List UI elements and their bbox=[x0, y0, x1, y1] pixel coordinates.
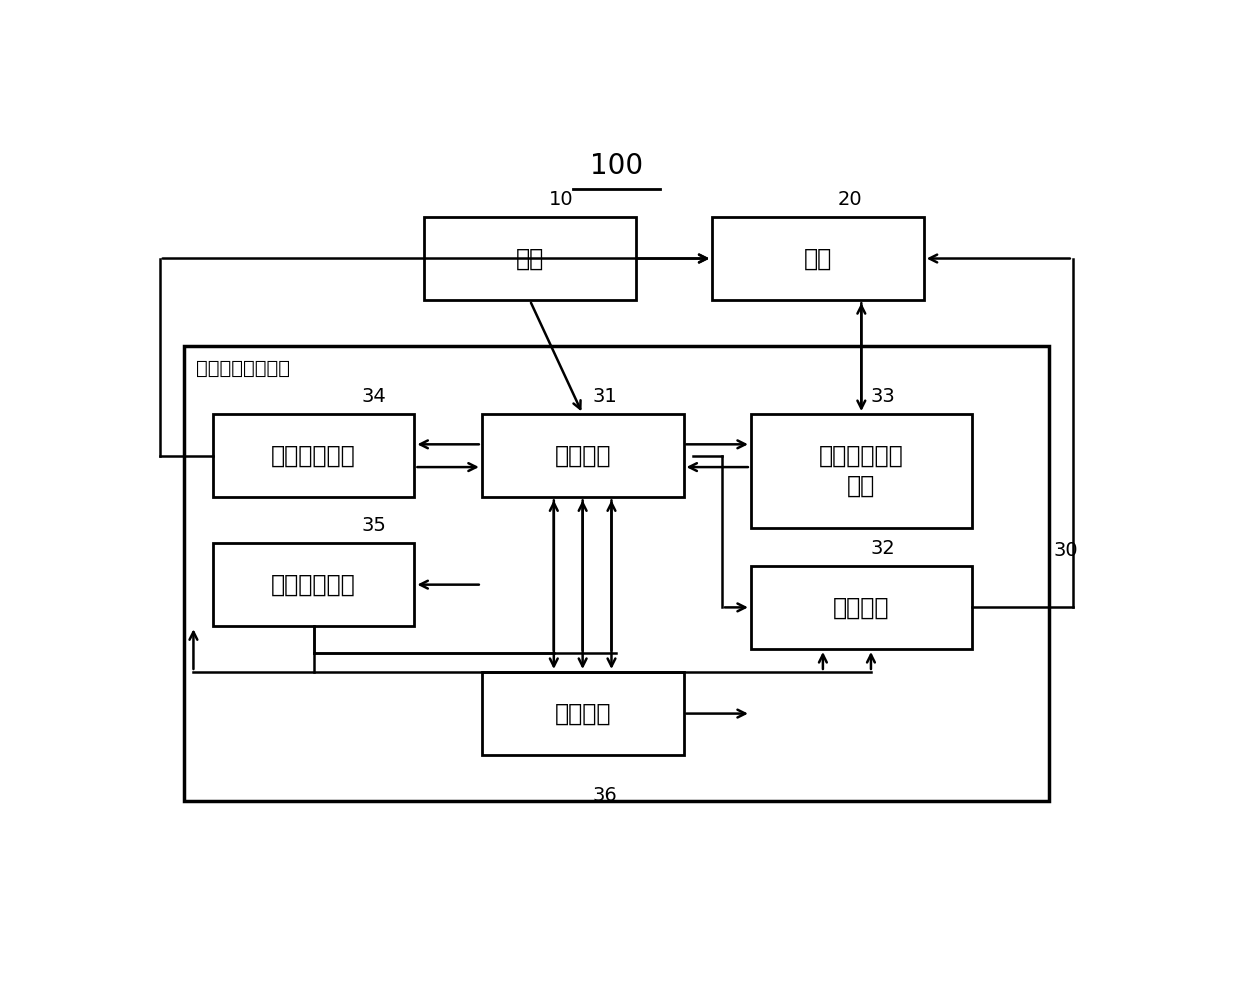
Text: 微处理器: 微处理器 bbox=[554, 443, 611, 468]
Text: 33: 33 bbox=[870, 387, 895, 407]
Text: 电池均衡控制装置: 电池均衡控制装置 bbox=[196, 360, 290, 378]
Bar bbox=[712, 217, 924, 300]
Text: 温度控制模块: 温度控制模块 bbox=[272, 572, 356, 597]
Bar bbox=[213, 543, 414, 626]
Text: 100: 100 bbox=[590, 153, 642, 180]
Text: 32: 32 bbox=[870, 539, 895, 558]
Text: 34: 34 bbox=[362, 387, 387, 407]
Text: 温度检测模块: 温度检测模块 bbox=[272, 443, 356, 468]
Bar bbox=[481, 672, 683, 755]
Text: 电源: 电源 bbox=[516, 246, 544, 271]
Text: 30: 30 bbox=[1054, 541, 1078, 560]
Text: 10: 10 bbox=[549, 190, 574, 209]
Text: 31: 31 bbox=[593, 387, 618, 407]
Bar bbox=[481, 414, 683, 497]
Text: 通信隔离防护
模块: 通信隔离防护 模块 bbox=[818, 444, 904, 497]
Text: 20: 20 bbox=[837, 190, 862, 209]
Bar bbox=[751, 414, 972, 528]
Text: 36: 36 bbox=[593, 786, 618, 805]
Text: 均衡电路: 均衡电路 bbox=[833, 595, 889, 620]
Text: 35: 35 bbox=[362, 516, 387, 536]
Text: 显示模块: 显示模块 bbox=[554, 701, 611, 726]
Text: 电池: 电池 bbox=[804, 246, 832, 271]
Bar bbox=[184, 346, 1049, 801]
Bar bbox=[213, 414, 414, 497]
Bar bbox=[424, 217, 635, 300]
Bar bbox=[751, 565, 972, 649]
